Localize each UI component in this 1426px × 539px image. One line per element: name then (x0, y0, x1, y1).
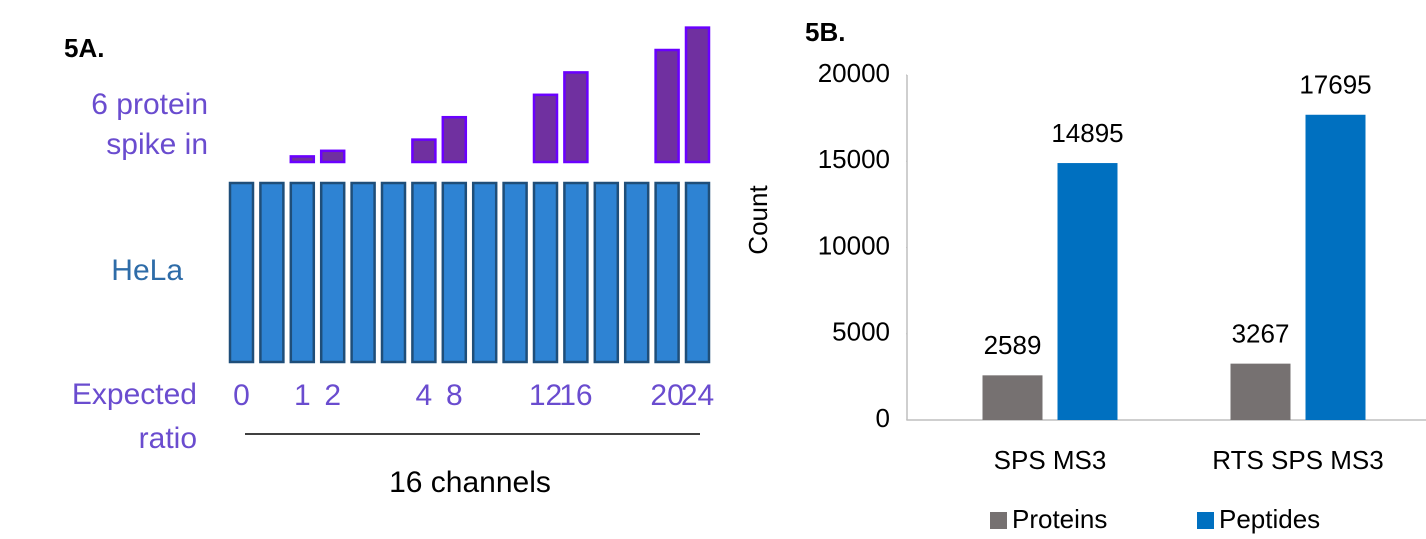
y-tick-label: 15000 (818, 144, 890, 174)
hela-bar (411, 181, 437, 364)
hela-bar (289, 181, 316, 364)
bar (1230, 363, 1291, 420)
legend-label: Proteins (1012, 504, 1107, 534)
data-label: 3267 (1232, 319, 1290, 349)
bar (1305, 114, 1366, 420)
hela-bar (259, 181, 285, 364)
data-label: 2589 (984, 330, 1042, 360)
spike-bar (411, 138, 437, 164)
legend-label: Peptides (1219, 504, 1320, 534)
y-tick-label: 5000 (832, 317, 890, 347)
x-tick-label: SPS MS3 (994, 445, 1107, 475)
spike-bar (289, 155, 316, 164)
hela-bar (228, 181, 255, 364)
ratio-value: 8 (446, 379, 463, 412)
spike-bar (441, 115, 468, 164)
ratio-label: ratio (139, 422, 197, 455)
hela-bar (502, 181, 528, 364)
hela-bar (471, 181, 498, 364)
y-tick-label: 10000 (818, 230, 890, 260)
spike-bar (654, 48, 680, 164)
spike-label: spike in (106, 128, 208, 161)
legend-swatch (990, 512, 1007, 529)
spike-bar (532, 93, 559, 164)
hela-bar (532, 181, 559, 364)
ratio-label: Expected (72, 378, 197, 411)
bar (982, 375, 1043, 420)
panel-b-title: 5B. (805, 17, 845, 47)
ratio-value: 4 (416, 379, 433, 412)
ratio-value: 20 (650, 379, 683, 412)
data-label: 17695 (1299, 70, 1371, 100)
channels-label: 16 channels (389, 466, 551, 499)
ratio-value: 0 (233, 379, 250, 412)
bar (1057, 163, 1118, 420)
hela-bar (654, 181, 680, 364)
x-tick-label: RTS SPS MS3 (1212, 445, 1383, 475)
legend-swatch (1197, 512, 1214, 529)
y-tick-label: 20000 (818, 58, 890, 88)
ratio-value: 12 (529, 379, 562, 412)
y-axis-label: Count (743, 185, 773, 255)
ratio-value: 1 (294, 379, 311, 412)
hela-bar (441, 181, 468, 364)
data-label: 14895 (1051, 118, 1123, 148)
hela-bar (350, 181, 376, 364)
panel-a-title: 5A. (64, 33, 104, 63)
spike-bar (563, 71, 589, 164)
ratio-value: 24 (681, 379, 714, 412)
spike-bar (319, 149, 346, 164)
ratio-value: 16 (559, 379, 592, 412)
hela-bar (563, 181, 589, 364)
spike-label: 6 protein (91, 88, 208, 121)
y-tick-label: 0 (876, 403, 890, 433)
hela-bar (319, 181, 346, 364)
hela-bar (380, 181, 407, 364)
base-label: HeLa (111, 254, 183, 287)
hela-bar (623, 181, 650, 364)
spike-bar (684, 26, 711, 164)
ratio-value: 2 (324, 379, 341, 412)
hela-bar (684, 181, 711, 364)
hela-bar (593, 181, 620, 364)
